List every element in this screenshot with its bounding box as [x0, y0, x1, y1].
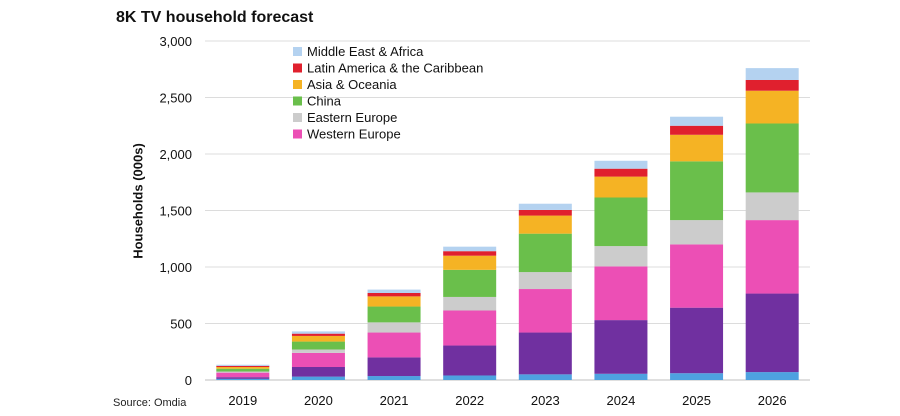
bar-segment: [216, 364, 270, 366]
legend-swatch: [293, 63, 302, 73]
bar-segment: [594, 176, 648, 198]
bar-segment: [216, 378, 270, 380]
legend-label: Latin America & the Caribbean: [307, 61, 483, 76]
bar-segment: [594, 320, 648, 374]
x-tick-label: 2025: [682, 393, 711, 408]
legend-label: Eastern Europe: [307, 110, 397, 125]
legend-swatch: [293, 129, 302, 139]
bar-segment: [518, 374, 572, 380]
bar-segment: [216, 377, 270, 379]
bar-segment: [745, 293, 799, 373]
bar-segment: [518, 215, 572, 234]
legend-swatch: [293, 47, 302, 56]
bar-segment: [443, 251, 497, 256]
bar-segment: [291, 376, 345, 380]
bar-segment: [367, 322, 421, 333]
bar-segment: [518, 272, 572, 290]
bar-segment: [443, 269, 497, 297]
legend-swatch: [293, 80, 302, 89]
bar-segment: [443, 345, 497, 376]
bar-segment: [216, 372, 270, 378]
bar-segment: [291, 335, 345, 342]
legend-label: China: [307, 94, 342, 109]
bar-segment: [216, 365, 270, 368]
bar-segment: [670, 134, 724, 162]
bar-segment: [670, 244, 724, 308]
x-tick-label: 2020: [304, 393, 333, 408]
x-tick-labels: 2019 2020 2021 2022 2023 2024 2025 2026: [228, 393, 786, 408]
x-tick-label: 2026: [758, 393, 787, 408]
bar-segment: [670, 116, 724, 126]
bar-segment: [216, 368, 270, 372]
bar-segment: [594, 373, 648, 380]
bar-segment: [367, 357, 421, 377]
bar-segment: [518, 289, 572, 333]
bar-segment: [291, 367, 345, 377]
legend-label: Middle East & Africa: [307, 44, 424, 59]
bar-segment: [443, 375, 497, 380]
bar-segment: [670, 220, 724, 245]
bar-segment: [745, 192, 799, 221]
bar-segment: [745, 79, 799, 91]
y-tick-labels: 0 500 1,000 1,500 2,000 2,500 3,000: [159, 34, 192, 388]
bar-segment: [745, 90, 799, 124]
bar-segment: [670, 125, 724, 135]
bar-segment: [367, 332, 421, 358]
bar-segment: [745, 68, 799, 80]
bar-segment: [367, 289, 421, 293]
bar-segment: [594, 197, 648, 247]
bar-segment: [745, 220, 799, 294]
bar-segment: [745, 372, 799, 380]
legend-label: Asia & Oceania: [307, 77, 397, 92]
bar-segment: [216, 371, 270, 373]
x-tick-label: 2024: [606, 393, 635, 408]
bar-segment: [443, 310, 497, 346]
bar-segment: [594, 160, 648, 169]
bar-segment: [745, 123, 799, 193]
bar-segment: [216, 367, 270, 369]
x-tick-label: 2022: [455, 393, 484, 408]
legend-swatch: [293, 113, 302, 122]
bar-segment: [443, 255, 497, 270]
bar-segment: [518, 233, 572, 273]
chart-title: 8K TV household forecast: [116, 9, 314, 26]
bar-segment: [291, 333, 345, 336]
legend: Middle East & Africa Latin America & the …: [293, 44, 483, 142]
bar-segment: [594, 246, 648, 267]
y-tick-label: 500: [170, 317, 192, 332]
bar-segment: [670, 307, 724, 374]
y-tick-label: 1,000: [159, 260, 192, 275]
bar-stacks: [216, 68, 799, 380]
legend-label: Western Europe: [307, 127, 401, 142]
x-tick-label: 2023: [531, 393, 560, 408]
legend-swatch: [293, 96, 302, 106]
bar-segment: [367, 296, 421, 307]
bar-segment: [594, 168, 648, 177]
bar-segment: [518, 203, 572, 210]
bar-segment: [443, 296, 497, 311]
bar-segment: [367, 306, 421, 323]
y-tick-label: 2,000: [159, 147, 192, 162]
y-tick-label: 2,500: [159, 91, 192, 106]
bar-segment: [443, 246, 497, 252]
bar-segment: [367, 292, 421, 297]
bar-segment: [291, 331, 345, 334]
bar-segment: [291, 352, 345, 368]
bar-segment: [518, 209, 572, 216]
x-tick-label: 2021: [380, 393, 409, 408]
bar-segment: [670, 373, 724, 380]
bar-segment: [670, 161, 724, 221]
y-tick-label: 1,500: [159, 204, 192, 219]
x-tick-label: 2019: [228, 393, 257, 408]
source-note: Source: Omdia: [113, 397, 187, 409]
bar-segment: [367, 376, 421, 380]
y-tick-label: 3,000: [159, 34, 192, 49]
bar-segment: [594, 266, 648, 321]
bar-segment: [291, 349, 345, 353]
bar-segment: [291, 341, 345, 350]
y-tick-label: 0: [185, 373, 192, 388]
bar-segment: [518, 332, 572, 375]
